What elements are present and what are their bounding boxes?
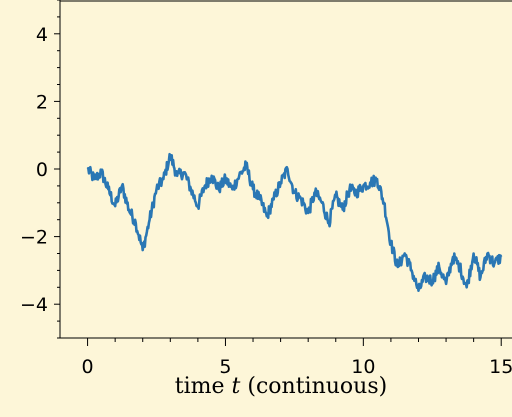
y-tick-label: −4 [20,294,48,316]
series-layer [86,152,503,292]
tick-labels: −4 −2 0 2 4 0 5 10 15 [20,24,512,378]
x-tick-label: 10 [351,356,375,378]
x-axis-title-variable: t [232,374,241,399]
ticks [54,0,502,346]
y-tick-label: 0 [36,159,48,181]
y-tick-label: −2 [20,227,48,249]
x-axis-title-prefix: time [175,374,232,399]
x-tick-label: 5 [219,356,231,378]
x-axis-title-suffix: (continuous) [240,374,387,399]
x-axis-title: time t (continuous) [175,374,387,399]
y-tick-label: 4 [36,24,48,46]
series-line [86,152,503,292]
x-tick-label: 0 [82,356,94,378]
x-tick-label: 15 [489,356,512,378]
y-tick-label: 2 [36,91,48,113]
